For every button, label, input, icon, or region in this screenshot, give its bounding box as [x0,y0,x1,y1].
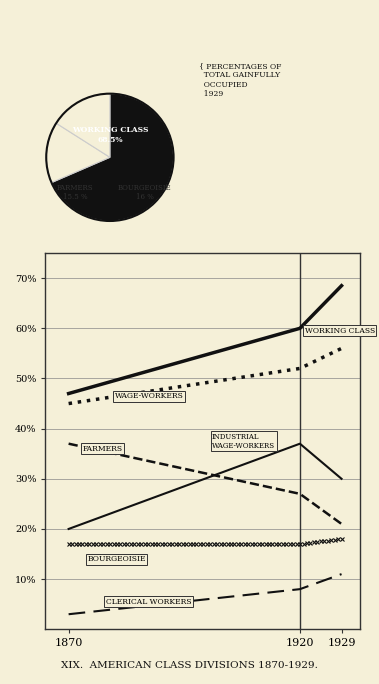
Wedge shape [52,94,174,221]
Text: FARMERS
15.5 %: FARMERS 15.5 % [56,184,93,201]
Text: BOURGEOISIE
16 %: BOURGEOISIE 16 % [118,184,172,201]
Text: { PERCENTAGES OF
  TOTAL GAINFULLY
  OCCUPIED
  1929: { PERCENTAGES OF TOTAL GAINFULLY OCCUPIE… [199,62,281,98]
Text: FARMERS: FARMERS [83,445,123,453]
Wedge shape [46,123,110,183]
Text: INDUSTRIAL
WAGE-WORKERS: INDUSTRIAL WAGE-WORKERS [212,432,275,450]
Text: XIX.  AMERICAN CLASS DIVISIONS 1870-1929.: XIX. AMERICAN CLASS DIVISIONS 1870-1929. [61,661,318,670]
Wedge shape [56,94,110,157]
Text: BOURGEOISIE: BOURGEOISIE [87,555,146,563]
Text: WAGE-WORKERS: WAGE-WORKERS [115,392,184,400]
Text: CLERICAL WORKERS: CLERICAL WORKERS [106,598,191,606]
Text: WORKING CLASS: WORKING CLASS [305,327,375,335]
Text: WORKING CLASS
68.5%: WORKING CLASS 68.5% [72,127,148,144]
